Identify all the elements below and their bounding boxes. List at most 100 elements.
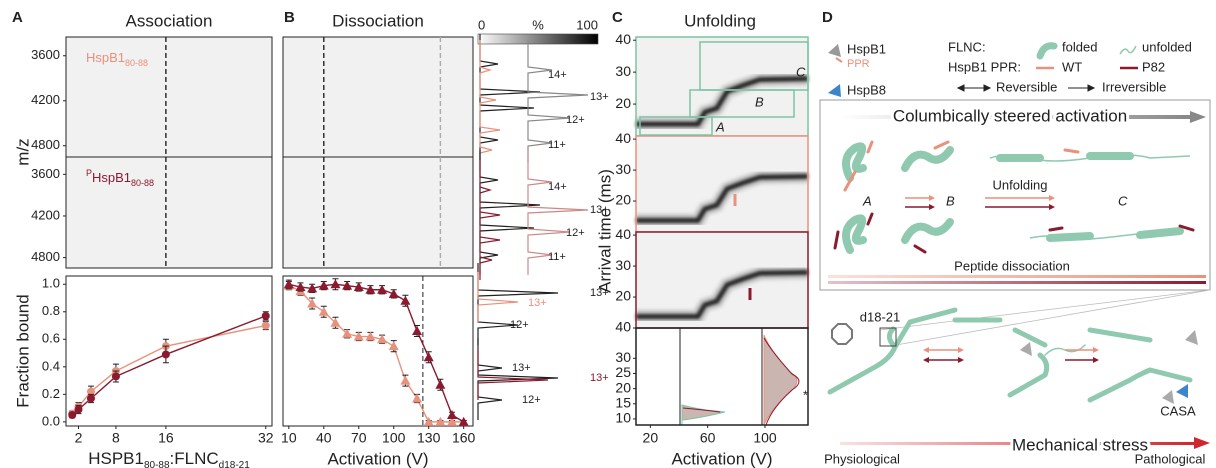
heatmap-bg bbox=[283, 157, 473, 268]
spectrum-trace bbox=[477, 338, 559, 420]
heatmap-ridge bbox=[636, 173, 809, 223]
charge-state: 14+ bbox=[548, 69, 567, 81]
point bbox=[86, 387, 95, 396]
y-tick-label: 20 bbox=[615, 192, 631, 208]
charge-state: 13+ bbox=[590, 204, 609, 216]
point bbox=[435, 379, 446, 389]
state-c: C bbox=[1118, 193, 1128, 208]
zoom-lines bbox=[879, 289, 1211, 346]
x-axis-label: HSPB180-88:FLNCd18-21 bbox=[88, 449, 250, 468]
spectrum-trace bbox=[479, 40, 501, 170]
y-tick-label: 40 bbox=[615, 226, 631, 242]
x-tick-label: 16 bbox=[158, 430, 174, 446]
y-tick-label: 3600 bbox=[31, 47, 60, 62]
charge-state: 13+ bbox=[512, 362, 531, 374]
heatmap-bg bbox=[283, 37, 473, 157]
distribution bbox=[682, 407, 721, 413]
heatmap-ridge bbox=[636, 76, 809, 127]
legend-folded: folded bbox=[1062, 39, 1097, 54]
spectrum-trace bbox=[477, 272, 519, 322]
stress-start: Physiological bbox=[824, 451, 900, 466]
point bbox=[377, 334, 388, 344]
colorbar-tick-label: 100 bbox=[576, 17, 598, 32]
y-tick-label: 20 bbox=[615, 95, 631, 111]
p82-bar bbox=[828, 281, 1206, 284]
point bbox=[307, 298, 318, 308]
y-tick-label: 25 bbox=[615, 364, 631, 380]
row-label-name: HspB1 bbox=[92, 170, 131, 185]
point bbox=[447, 409, 458, 419]
state-arrows bbox=[905, 195, 1055, 210]
legend-p82: P82 bbox=[1142, 59, 1165, 74]
point bbox=[283, 279, 294, 289]
stress-label: Mechanical stress bbox=[1012, 435, 1148, 454]
panel-frame bbox=[635, 327, 809, 426]
spectrum-trace bbox=[477, 350, 549, 400]
charge-state: 14+ bbox=[548, 181, 567, 193]
y-tick-label: 15 bbox=[615, 394, 631, 410]
unfolding-label: Unfolding bbox=[993, 177, 1048, 192]
flnc-linkers bbox=[989, 154, 1191, 241]
charge-state: 12+ bbox=[522, 394, 541, 406]
row-label-sub: 80-88 bbox=[131, 178, 154, 188]
legend-ppr: PPR bbox=[847, 58, 870, 70]
point bbox=[342, 280, 353, 290]
row-label-sub: 80-88 bbox=[125, 58, 148, 68]
y-tick-label: 0.4 bbox=[42, 358, 60, 373]
region-label: B bbox=[755, 94, 764, 109]
irreversible-icon bbox=[1068, 84, 1096, 92]
y-tick-label: 0.0 bbox=[42, 413, 60, 428]
panel-letter: D bbox=[822, 9, 833, 26]
legend-unfolded: unfolded bbox=[1142, 39, 1192, 54]
legend-irreversible: Irreversible bbox=[1102, 79, 1166, 94]
peptides bbox=[833, 140, 1195, 254]
point bbox=[318, 306, 329, 316]
point bbox=[412, 326, 423, 336]
point bbox=[318, 280, 329, 290]
reversible-icon bbox=[956, 84, 992, 92]
point bbox=[295, 282, 306, 292]
point bbox=[111, 372, 120, 381]
hspb1-lower bbox=[1020, 342, 1032, 356]
star: * bbox=[803, 387, 808, 402]
charge-state: 13+ bbox=[590, 372, 609, 384]
state-a: A bbox=[862, 193, 872, 208]
state-b: B bbox=[946, 193, 955, 208]
point bbox=[330, 317, 341, 327]
point bbox=[353, 331, 364, 341]
y-tick-label: 40 bbox=[615, 130, 631, 146]
x-axis-label: Activation (V) bbox=[671, 449, 772, 468]
stress-end: Pathological bbox=[1135, 451, 1206, 466]
legend-reversible: Reversible bbox=[996, 79, 1057, 94]
charge-state: 12+ bbox=[510, 319, 529, 331]
charge-state: 13+ bbox=[590, 287, 609, 299]
point bbox=[400, 375, 411, 385]
distribution bbox=[763, 337, 800, 426]
point bbox=[161, 350, 170, 359]
heatmap-bg bbox=[66, 37, 272, 157]
region-box bbox=[639, 116, 713, 136]
y-tick-label: 30 bbox=[615, 63, 631, 79]
point bbox=[86, 394, 95, 403]
stress-arrow bbox=[840, 442, 1195, 445]
y-tick-label: 4800 bbox=[31, 249, 60, 264]
plot-frame bbox=[65, 275, 273, 427]
series-line bbox=[71, 315, 267, 416]
x-tick-label: 2 bbox=[75, 430, 83, 446]
x-tick-label: 8 bbox=[112, 430, 120, 446]
plot-frame bbox=[282, 275, 474, 427]
legend-flnc: FLNC: bbox=[948, 39, 986, 54]
point bbox=[330, 279, 341, 289]
panel-letter: A bbox=[12, 9, 23, 26]
legend-wt: WT bbox=[1062, 59, 1082, 74]
region-label: C bbox=[796, 64, 806, 79]
chart-title: Unfolding bbox=[684, 11, 756, 30]
y-tick-label: 30 bbox=[615, 161, 631, 177]
spectrum-trace bbox=[479, 34, 541, 160]
hspb1-lower bbox=[1162, 390, 1174, 404]
series-line bbox=[288, 285, 464, 423]
distribution bbox=[763, 334, 798, 426]
chart-title: Dissociation bbox=[332, 11, 424, 30]
